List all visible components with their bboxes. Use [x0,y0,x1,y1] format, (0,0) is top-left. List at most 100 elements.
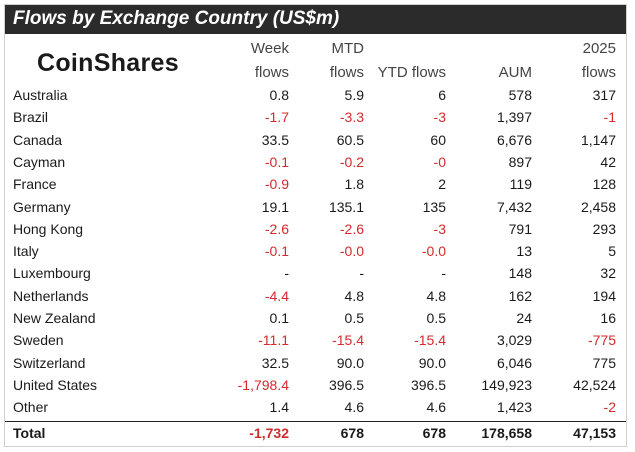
mtd-flows-cell: - [359,265,364,281]
week-flows-cell: 33.5 [261,132,289,148]
ytd-flows-cell: 0.5 [426,310,446,326]
table-row: Germany 19.1 135.1 135 7,432 2,458 [5,196,626,218]
table-row: Australia 0.8 5.9 6 578 317 [5,84,626,106]
flows-2025-cell: 194 [592,288,616,304]
table-row: Hong Kong -2.6 -2.6 -3 791 293 [5,218,626,240]
ytd-flows-cell: 396.5 [410,377,446,393]
title-bar: Flows by Exchange Country (US$m) [5,5,626,34]
ytd-flows-cell: 6 [438,87,446,103]
flows-2025-cell: 42 [600,154,616,170]
aum-cell: 791 [508,221,532,237]
week-flows-cell: 32.5 [261,355,289,371]
table-row: Switzerland 32.5 90.0 90.0 6,046 775 [5,352,626,374]
table-row: Brazil -1.7 -3.3 -3 1,397 -1 [5,106,626,128]
week-flows-cell: 19.1 [261,199,289,215]
country-name-cell: Canada [13,132,63,148]
week-flows-cell: -0.1 [264,243,289,259]
flows-2025-cell: 42,524 [573,377,616,393]
week-flows-cell: -0.9 [264,176,289,192]
country-name-cell: Other [13,399,49,415]
table-row: Sweden -11.1 -15.4 -15.4 3,029 -775 [5,329,626,351]
ytd-flows-cell: - [441,265,446,281]
week-flows-cell: -11.1 [258,332,289,348]
country-name-cell: Germany [13,199,71,215]
country-name-cell: United States [13,377,98,393]
mtd-flows-cell: 4.8 [344,288,364,304]
flows-2025-cell: 32 [600,265,616,281]
country-name-cell: France [13,176,57,192]
header-mtd-line2: flows [329,64,364,81]
flows-2025-cell: -1 [603,109,616,125]
ytd-flows-cell: -0.0 [421,243,446,259]
country-name-cell: Cayman [13,154,66,170]
header-aum: AUM [498,64,532,81]
week-flows-cell: -2.6 [264,221,289,237]
flows-2025-cell: 128 [592,176,616,192]
mtd-flows-cell: -2.6 [339,221,364,237]
flows-table-card: Flows by Exchange Country (US$m) CoinSha… [4,4,627,447]
flows-2025-cell: 2,458 [580,199,616,215]
country-name-cell: New Zealand [13,310,96,326]
ytd-flows-cell: -15.4 [414,332,446,348]
table-row: Netherlands -4.4 4.8 4.8 162 194 [5,285,626,307]
aum-cell: 162 [508,288,532,304]
mtd-flows-cell: -15.4 [332,332,364,348]
flows-2025-cell: 16 [600,310,616,326]
week-flows-cell: 1.4 [269,399,289,415]
country-name-cell: Italy [13,243,39,259]
table-title: Flows by Exchange Country (US$m) [13,8,340,29]
ytd-flows-cell: 4.8 [426,288,446,304]
table-row: Italy -0.1 -0.0 -0.0 13 5 [5,240,626,262]
mtd-flows-cell: 90.0 [336,355,364,371]
table-row: New Zealand 0.1 0.5 0.5 24 16 [5,307,626,329]
table-row: United States -1,798.4 396.5 396.5 149,923 42… [5,374,626,396]
mtd-flows-cell: 0.5 [344,310,364,326]
flows-2025-cell: 1,147 [580,132,616,148]
flows-2025-cell: 47,153 [573,425,616,441]
aum-cell: 149,923 [481,377,532,393]
flows-2025-cell: 5 [608,243,616,259]
header-week-line2: flows [254,64,289,81]
aum-cell: 6,676 [496,132,532,148]
ytd-flows-cell: 60 [430,132,446,148]
week-flows-cell: -0.1 [264,154,289,170]
table-row: Other 1.4 4.6 4.6 1,423 -2 [5,396,626,418]
header-ytd: YTD flows [377,64,446,81]
country-name-cell: Luxembourg [13,265,91,281]
week-flows-cell: -1,732 [249,425,289,441]
aum-cell: 13 [516,243,532,259]
aum-cell: 148 [508,265,532,281]
week-flows-cell: -1.7 [264,109,289,125]
mtd-flows-cell: 1.8 [344,176,364,192]
country-name-cell: Switzerland [13,355,86,371]
header-2025-line2: flows [581,64,616,81]
aum-cell: 6,046 [496,355,532,371]
aum-cell: 3,029 [496,332,532,348]
country-name-cell: Netherlands [13,288,89,304]
mtd-flows-cell: 60.5 [336,132,364,148]
table-row: France -0.9 1.8 2 119 128 [5,173,626,195]
mtd-flows-cell: 135.1 [328,199,364,215]
mtd-flows-cell: -0.2 [339,154,364,170]
week-flows-cell: 0.8 [269,87,289,103]
flows-2025-cell: -2 [603,399,616,415]
ytd-flows-cell: 4.6 [426,399,446,415]
table-row: Luxembourg - - - 148 32 [5,262,626,284]
aum-cell: 897 [508,154,532,170]
country-name-cell: Hong Kong [13,221,84,237]
table-row-total: Total -1,732 678 678 178,658 47,153 [5,421,626,444]
table-row: Canada 33.5 60.5 60 6,676 1,147 [5,129,626,151]
flows-2025-cell: 775 [592,355,616,371]
country-name-cell: Total [13,425,46,441]
header-mtd-line1: MTD [331,40,365,57]
aum-cell: 1,423 [496,399,532,415]
aum-cell: 178,658 [481,425,532,441]
week-flows-cell: -4.4 [264,288,289,304]
mtd-flows-cell: -3.3 [339,109,364,125]
ytd-flows-cell: -0 [433,154,446,170]
aum-cell: 7,432 [496,199,532,215]
aum-cell: 119 [509,176,532,192]
aum-cell: 24 [516,310,532,326]
ytd-flows-cell: -3 [433,221,446,237]
ytd-flows-cell: 135 [422,199,446,215]
